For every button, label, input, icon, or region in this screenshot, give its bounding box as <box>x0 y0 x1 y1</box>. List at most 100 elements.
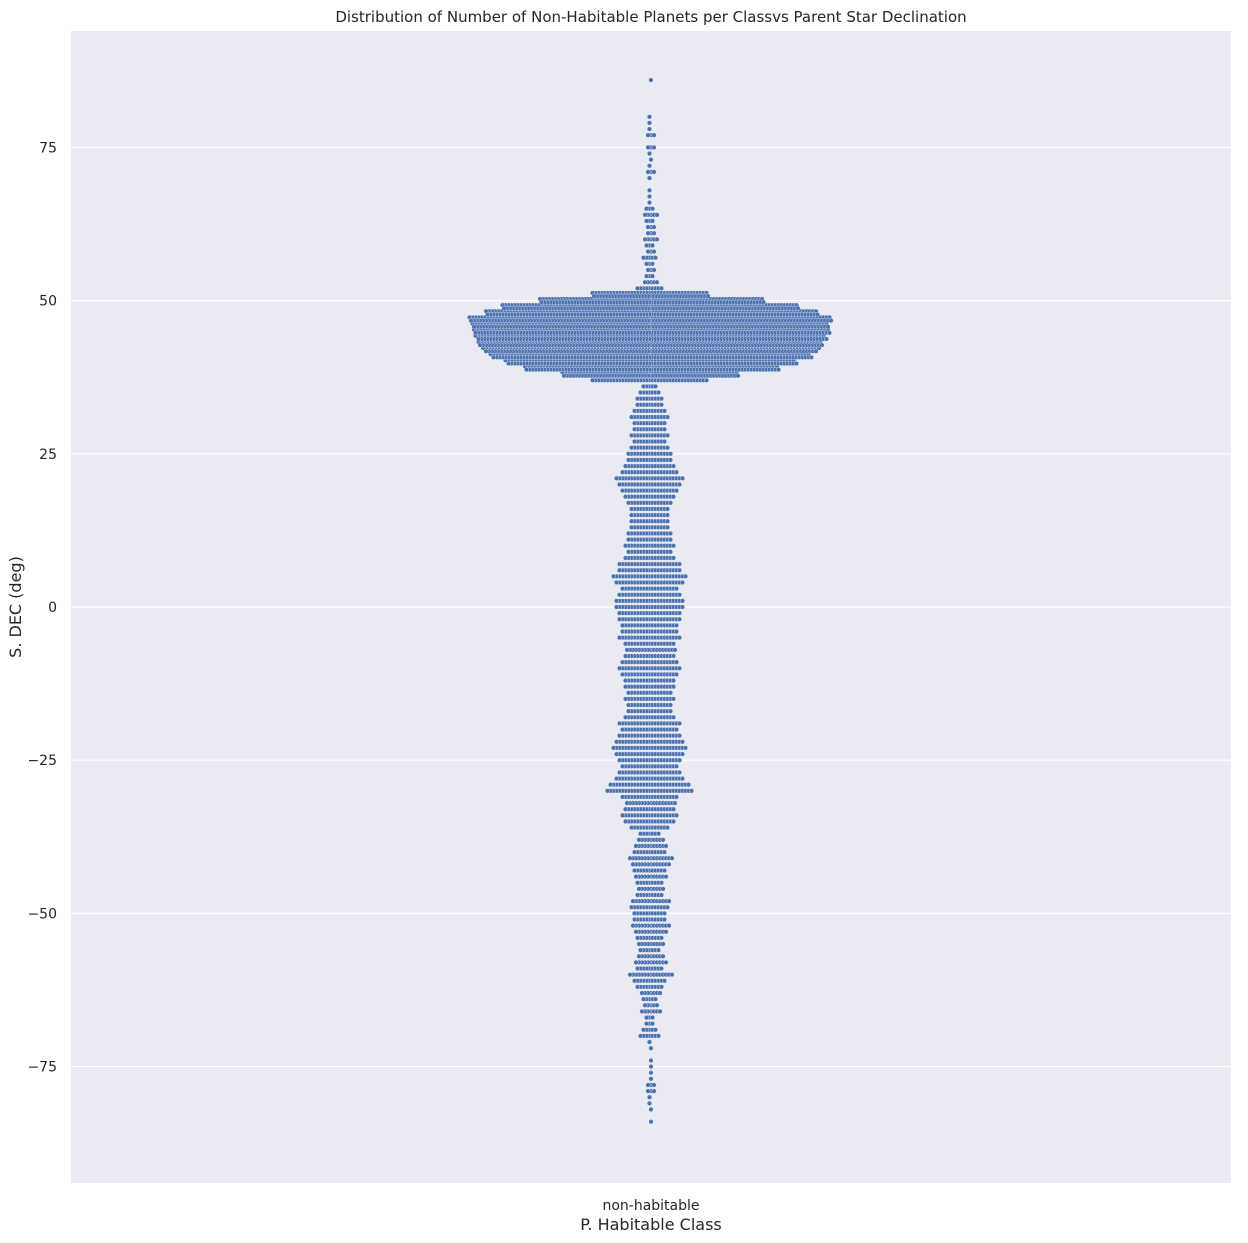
swarm-point <box>647 193 652 199</box>
swarm-point <box>623 494 628 500</box>
swarm-point <box>669 972 675 978</box>
swarm-point <box>623 555 628 561</box>
swarm-point <box>674 794 679 800</box>
swarm-point <box>629 825 634 831</box>
swarm-point <box>683 745 688 751</box>
swarm-point <box>648 1057 654 1063</box>
swarm-point <box>617 561 622 567</box>
swarm-point <box>665 518 670 524</box>
swarm-point <box>660 941 666 947</box>
swarm-point <box>626 451 631 457</box>
swarm-point <box>704 377 709 383</box>
swarm-point <box>654 279 660 285</box>
swarm-point <box>674 671 679 677</box>
swarm-point <box>561 373 567 379</box>
swarm-point <box>647 200 652 206</box>
y-axis-title: S. DEC (deg) <box>6 556 25 658</box>
swarm-point <box>611 745 616 751</box>
swarm-point <box>651 144 657 150</box>
swarm-point <box>632 849 637 855</box>
swarm-point <box>605 788 610 794</box>
swarm-point <box>620 622 625 628</box>
swarm-point <box>539 299 544 305</box>
y-tick-label: 25 <box>39 447 57 463</box>
swarm-point <box>669 855 675 861</box>
swarm-point <box>641 996 646 1002</box>
swarm-point <box>689 788 694 794</box>
chart-title: Distribution of Number of Non-Habitable … <box>335 8 966 26</box>
swarm-point <box>668 690 673 696</box>
swarm-point <box>524 367 529 373</box>
swarm-point <box>635 285 640 291</box>
swarm-point <box>825 324 831 330</box>
swarm-point <box>647 151 652 157</box>
swarm-point <box>665 414 670 420</box>
swarm-point <box>809 354 814 360</box>
swarm-point <box>650 242 655 248</box>
swarm-point <box>620 727 625 733</box>
swarm-point <box>614 776 619 782</box>
swarm-point <box>644 1021 649 1027</box>
swarm-point <box>671 806 676 812</box>
swarm-point <box>776 367 781 373</box>
swarm-point <box>614 580 619 585</box>
swarm-point <box>635 396 640 402</box>
swarm-point <box>620 794 625 800</box>
swarm-point <box>629 432 634 438</box>
swarm-point <box>629 518 634 524</box>
swarm-point <box>680 580 685 585</box>
swarm-point <box>644 1015 649 1021</box>
swarm-point <box>635 966 640 972</box>
swarm-point <box>635 984 640 990</box>
swarm-point <box>671 641 676 647</box>
swarm-point <box>659 396 664 402</box>
swarm-point <box>653 383 658 389</box>
swarm-point <box>468 318 474 324</box>
swarm-point <box>638 947 643 953</box>
swarm-point <box>477 342 483 348</box>
swarm-point <box>617 481 622 487</box>
swarm-point <box>635 892 640 898</box>
swarm-point <box>650 273 655 279</box>
y-tick-label: 0 <box>48 600 57 616</box>
swarm-point <box>828 318 834 324</box>
swarm-point <box>645 230 651 236</box>
swarm-point <box>659 285 664 291</box>
swarm-point <box>654 212 660 218</box>
swarm-point <box>651 249 657 255</box>
swarm-point <box>632 978 637 984</box>
swarm-point <box>647 1100 652 1106</box>
swarm-point <box>656 390 661 396</box>
swarm-point <box>677 592 682 598</box>
swarm-point <box>813 348 819 354</box>
swarm-point <box>485 311 490 317</box>
swarm-point <box>761 299 766 305</box>
swarm-point <box>677 665 682 671</box>
swarm-point <box>644 261 649 267</box>
swarm-point <box>633 929 639 935</box>
swarm-point <box>641 383 646 389</box>
swarm-point <box>629 414 634 420</box>
swarm-point <box>617 616 622 622</box>
swarm-point <box>660 953 666 959</box>
swarm-point <box>680 751 685 757</box>
swarm-point <box>638 831 643 837</box>
swarm-point <box>671 494 676 500</box>
swarm-point <box>623 653 628 659</box>
swarm-point <box>666 923 672 929</box>
x-tick-label: non-habitable <box>602 1198 699 1214</box>
swarm-point <box>674 629 679 634</box>
swarm-point <box>632 439 637 445</box>
swarm-point <box>677 561 682 567</box>
swarm-point <box>590 377 595 383</box>
swarm-point <box>666 861 672 867</box>
swarm-point <box>614 604 619 610</box>
swarm-point <box>491 354 496 360</box>
swarm-point <box>674 763 679 769</box>
swarm-point <box>644 242 649 248</box>
swarm-point <box>645 249 651 255</box>
swarm-point <box>668 549 673 555</box>
swarm-point <box>647 120 652 126</box>
swarm-point <box>626 549 631 555</box>
swarm-point <box>662 420 667 426</box>
